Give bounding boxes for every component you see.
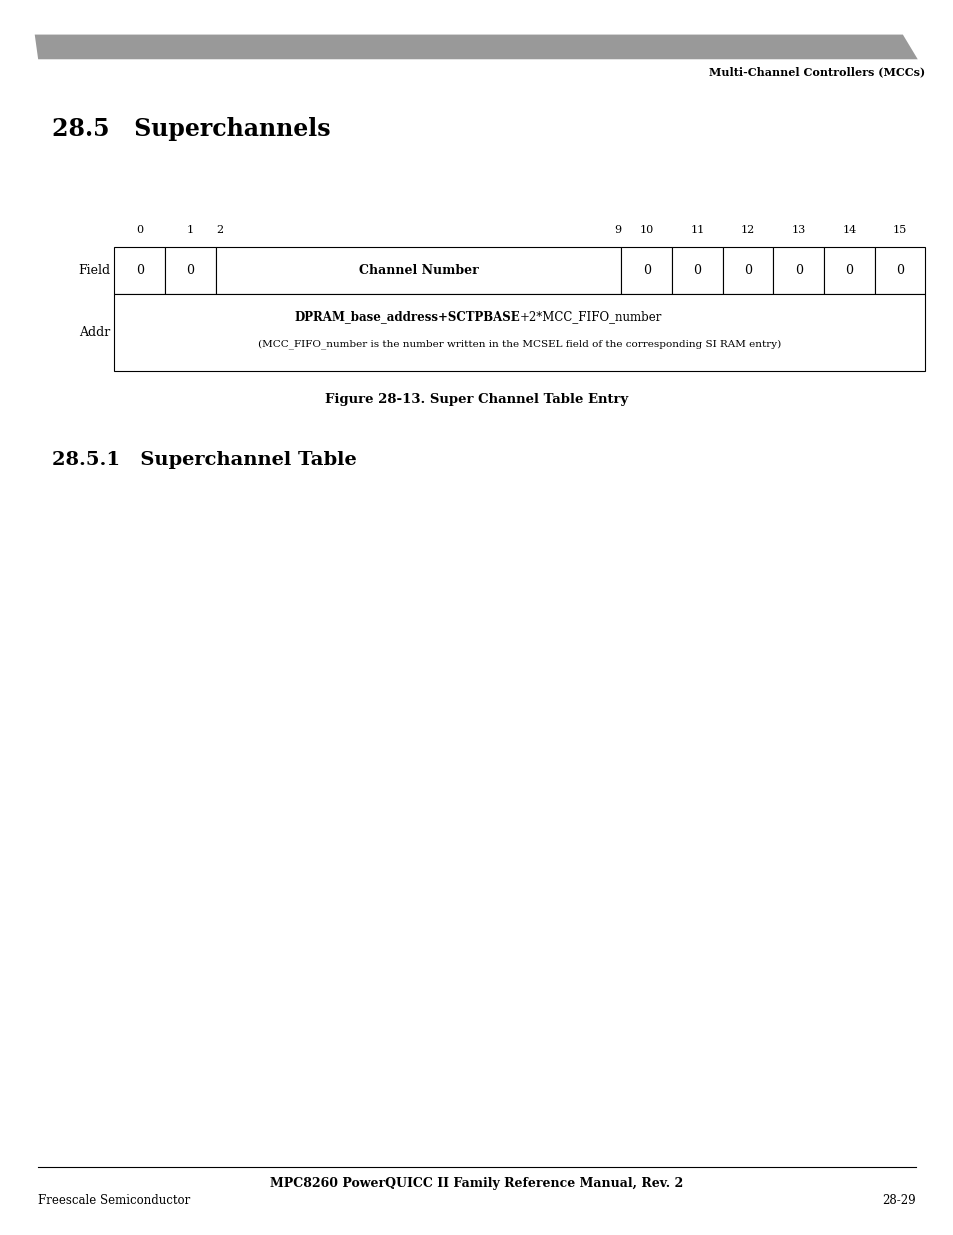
Bar [165, 247, 215, 294]
Bar [114, 294, 924, 370]
Text: +2*MCC_FIFO_number: +2*MCC_FIFO_number [519, 310, 661, 322]
Bar [773, 247, 823, 294]
Text: 0: 0 [844, 264, 853, 277]
Text: 28.5   Superchannels: 28.5 Superchannels [52, 117, 331, 141]
Text: 0: 0 [186, 264, 194, 277]
Text: 0: 0 [794, 264, 801, 277]
Text: 28.5.1   Superchannel Table: 28.5.1 Superchannel Table [52, 451, 356, 469]
Text: 2: 2 [216, 225, 223, 235]
Text: 9: 9 [614, 225, 620, 235]
Text: 1: 1 [187, 225, 193, 235]
Bar [874, 247, 924, 294]
Text: DPRAM_base_address+SCTPBASE: DPRAM_base_address+SCTPBASE [294, 310, 519, 322]
Text: 14: 14 [841, 225, 856, 235]
Text: 28-29: 28-29 [882, 1194, 915, 1208]
Text: Field: Field [78, 264, 111, 277]
Bar [671, 247, 721, 294]
Text: 10: 10 [639, 225, 653, 235]
Text: Addr: Addr [79, 326, 111, 338]
Bar [620, 247, 671, 294]
Text: 0: 0 [743, 264, 751, 277]
Polygon shape [34, 35, 917, 59]
Bar [114, 247, 165, 294]
Text: Figure 28-13. Super Channel Table Entry: Figure 28-13. Super Channel Table Entry [325, 393, 628, 406]
Text: 11: 11 [689, 225, 703, 235]
Text: 12: 12 [740, 225, 755, 235]
Text: Multi-Channel Controllers (MCCs): Multi-Channel Controllers (MCCs) [708, 67, 924, 78]
Text: MPC8260 PowerQUICC II Family Reference Manual, Rev. 2: MPC8260 PowerQUICC II Family Reference M… [270, 1177, 683, 1191]
Text: 15: 15 [892, 225, 906, 235]
Text: 0: 0 [136, 225, 143, 235]
Text: 0: 0 [895, 264, 903, 277]
Text: 0: 0 [135, 264, 144, 277]
Bar [721, 247, 773, 294]
Text: Channel Number: Channel Number [358, 264, 478, 277]
Bar [215, 247, 620, 294]
Bar [823, 247, 874, 294]
Text: 0: 0 [642, 264, 650, 277]
Text: Freescale Semiconductor: Freescale Semiconductor [38, 1194, 191, 1208]
Text: (MCC_FIFO_number is the number written in the MCSEL field of the corresponding S: (MCC_FIFO_number is the number written i… [258, 340, 781, 350]
Text: 0: 0 [693, 264, 700, 277]
Text: 13: 13 [791, 225, 805, 235]
